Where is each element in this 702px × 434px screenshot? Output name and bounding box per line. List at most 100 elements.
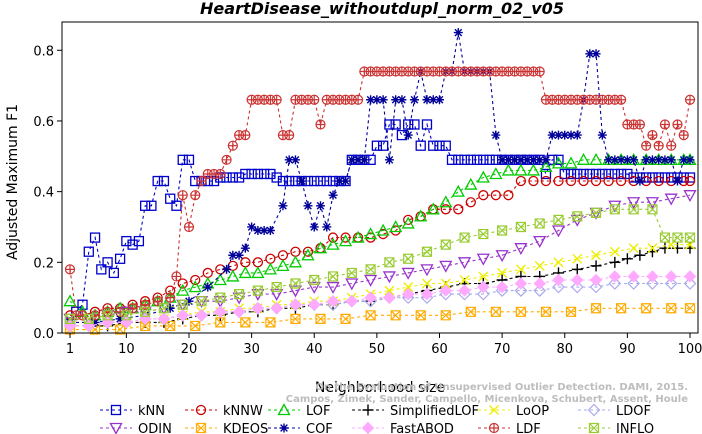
data-point-lof <box>501 163 515 176</box>
data-point-inflo <box>572 211 583 222</box>
data-point-lof <box>551 156 566 169</box>
data-point-lof <box>589 152 603 165</box>
series-inflo <box>64 204 696 324</box>
data-point-cof <box>115 314 125 324</box>
data-point-cof <box>353 155 363 165</box>
data-point-knn <box>165 193 176 204</box>
data-point-fastabod <box>157 312 171 326</box>
data-point-knn <box>584 168 595 180</box>
legend-item-kdeos: KDEOS <box>185 422 268 434</box>
x-tick-label: 60 <box>431 342 448 357</box>
data-point-cof <box>265 226 275 236</box>
data-point-cof <box>228 250 238 260</box>
series-line-inflo <box>70 208 690 320</box>
data-point-lof <box>338 234 353 247</box>
data-point-ldf <box>659 119 671 130</box>
legend-label-knnw: kNNW <box>223 404 263 419</box>
data-point-ldf <box>352 94 364 105</box>
data-point-cof <box>184 296 194 306</box>
data-point-lof <box>514 163 528 176</box>
data-point-lof <box>476 170 490 183</box>
data-point-ldf <box>641 140 652 151</box>
data-point-lof <box>564 156 578 169</box>
data-point-simplifiedlof <box>590 260 602 272</box>
data-point-inflo <box>327 271 339 282</box>
data-point-fastabod <box>533 277 546 290</box>
credit-text: On the Evaluation of Unsupervised Outlie… <box>315 382 688 393</box>
data-point-lof <box>451 184 465 197</box>
data-point-cof <box>234 250 244 260</box>
x-tick-label: 50 <box>369 342 386 357</box>
legend-label-odin: ODIN <box>138 422 172 434</box>
legend-item-knnw: kNNW <box>185 404 263 419</box>
x-tick-label: 40 <box>306 342 323 357</box>
data-point-kdeos <box>641 303 652 314</box>
data-point-odin <box>683 190 697 203</box>
data-point-loop <box>440 278 451 289</box>
data-point-knn <box>146 200 157 211</box>
data-point-kdeos <box>365 310 376 321</box>
data-point-ldof <box>664 277 678 290</box>
data-point-kdeos <box>290 313 301 324</box>
data-point-knn <box>615 168 627 180</box>
data-point-lof <box>176 283 190 296</box>
data-point-knn <box>152 175 163 187</box>
data-point-fastabod <box>589 273 603 287</box>
data-point-knn <box>177 154 188 165</box>
data-point-knnw <box>590 175 602 187</box>
data-point-ldof <box>646 277 659 290</box>
data-point-fastabod <box>176 309 189 322</box>
data-point-lof <box>313 241 328 254</box>
data-point-knnw <box>327 232 339 243</box>
data-point-inflo <box>271 281 282 293</box>
data-point-knn <box>321 175 332 187</box>
data-point-cof <box>491 130 501 140</box>
data-point-cof <box>597 130 607 140</box>
data-point-knnw <box>603 175 614 187</box>
data-point-knn <box>377 140 389 151</box>
data-point-knn <box>227 172 238 183</box>
data-point-knn <box>622 168 633 180</box>
legend-item-loop: LoOP <box>478 404 549 419</box>
data-point-cof <box>666 155 676 165</box>
data-point-odin <box>364 274 378 287</box>
data-point-cof <box>253 226 263 236</box>
data-point-fastabod <box>514 277 528 290</box>
x-tick-label: 80 <box>556 342 573 357</box>
data-point-kdeos <box>515 306 527 317</box>
data-point-knnw <box>340 232 351 243</box>
data-point-lof <box>288 255 303 268</box>
legend-marker-cof <box>279 423 289 433</box>
data-point-odin <box>439 260 453 273</box>
data-point-cof <box>497 155 507 165</box>
data-point-kdeos <box>215 317 226 328</box>
data-point-knn <box>647 172 658 183</box>
legend-item-cof: COF <box>268 422 333 434</box>
data-point-cof <box>409 95 419 105</box>
data-point-ldf <box>190 190 201 201</box>
legend: kNN kNNW LOF SimplifiedLOF LoOP LDOF ODIN KDEOS… <box>100 403 654 434</box>
data-point-knn <box>553 154 564 165</box>
data-point-fastabod <box>364 291 377 304</box>
data-point-lof <box>539 160 553 173</box>
data-point-simplifiedlof <box>621 253 633 265</box>
data-point-knnw <box>565 175 577 187</box>
data-point-ldof <box>476 287 490 301</box>
data-point-knn <box>659 172 671 183</box>
data-point-knn <box>603 168 614 180</box>
data-point-knn <box>371 140 383 151</box>
data-point-kdeos <box>265 317 276 328</box>
data-point-ldof <box>627 277 640 290</box>
data-point-fastabod <box>383 291 396 304</box>
data-point-cof <box>240 243 250 253</box>
legend-marker-fastabod <box>361 421 375 434</box>
data-point-lof <box>326 237 340 250</box>
data-point-fastabod <box>608 270 622 283</box>
x-axis-label: Neighborhood size <box>315 380 445 396</box>
data-point-cof <box>303 201 313 211</box>
data-point-knn <box>271 172 282 183</box>
data-point-cof <box>290 155 300 165</box>
data-point-ldof <box>608 277 622 290</box>
x-tick-label: 1 <box>66 342 74 357</box>
